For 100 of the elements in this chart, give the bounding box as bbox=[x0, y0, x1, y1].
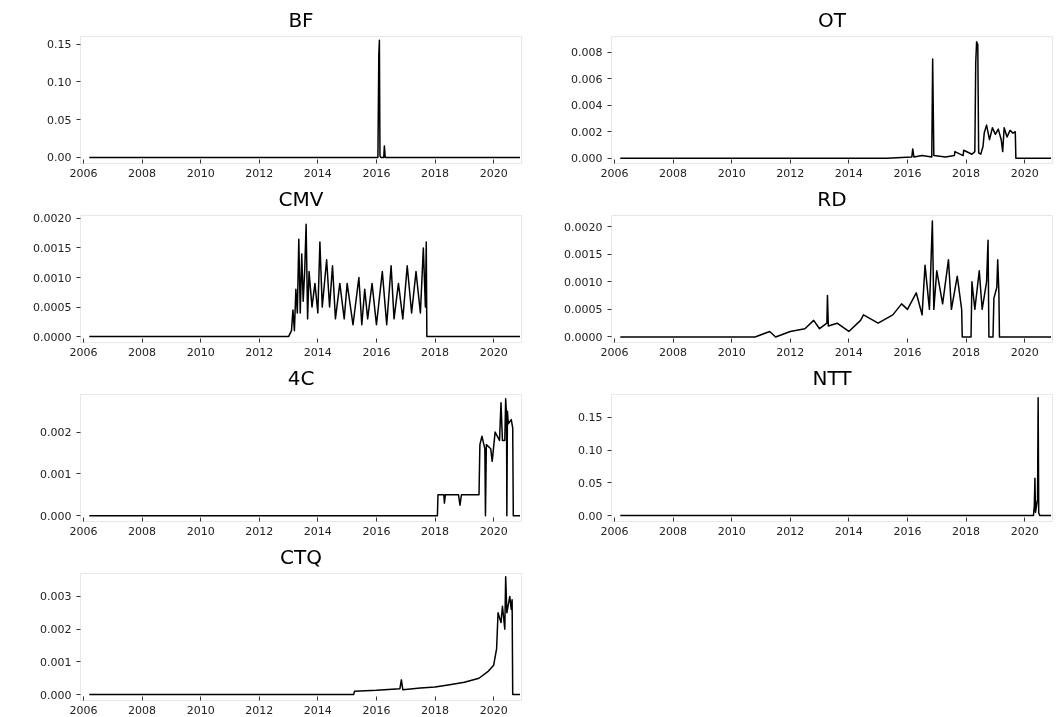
y-tick-label: 0.006 bbox=[571, 72, 603, 86]
x-tick-label: 2016 bbox=[893, 166, 922, 180]
y-tick-label: 0.002 bbox=[571, 125, 603, 139]
y-tick-label: 0.0010 bbox=[564, 275, 603, 289]
line-series bbox=[88, 576, 521, 696]
x-tick-label: 2006 bbox=[69, 703, 98, 717]
y-tick-label: 0.008 bbox=[571, 46, 603, 60]
x-tick-label: 2010 bbox=[186, 166, 215, 180]
x-tick-label: 2018 bbox=[421, 166, 450, 180]
line-series bbox=[619, 220, 1052, 338]
y-tick-label: 0.0005 bbox=[33, 301, 72, 315]
chart-title: CMV bbox=[278, 186, 324, 211]
line-series bbox=[88, 397, 521, 517]
y-tick-label: 0.0020 bbox=[564, 220, 603, 234]
x-tick-label: 2020 bbox=[479, 703, 508, 717]
x-tick-label: 2012 bbox=[776, 524, 805, 538]
x-tick-label: 2006 bbox=[69, 166, 98, 180]
y-tick-label: 0.000 bbox=[40, 509, 72, 523]
x-tick-label: 2010 bbox=[717, 345, 746, 359]
x-tick-label: 2014 bbox=[303, 345, 332, 359]
y-tick-label: 0.05 bbox=[578, 476, 603, 490]
x-tick-label: 2012 bbox=[245, 524, 274, 538]
y-tick-label: 0.0005 bbox=[564, 303, 603, 317]
x-tick-label: 2016 bbox=[362, 345, 391, 359]
y-tick-label: 0.000 bbox=[40, 688, 72, 702]
x-tick-label: 2006 bbox=[600, 524, 629, 538]
x-tick-label: 2006 bbox=[600, 166, 629, 180]
chart-title: NTT bbox=[812, 365, 853, 390]
line-series bbox=[88, 39, 521, 159]
x-tick-label: 2010 bbox=[186, 345, 215, 359]
x-tick-label: 2018 bbox=[952, 345, 981, 359]
chart-title: CTQ bbox=[280, 544, 322, 569]
x-tick-label: 2010 bbox=[717, 166, 746, 180]
y-tick-label: 0.05 bbox=[47, 113, 72, 127]
x-tick-label: 2020 bbox=[479, 524, 508, 538]
y-tick-label: 0.000 bbox=[571, 152, 603, 166]
x-tick-label: 2010 bbox=[717, 524, 746, 538]
x-tick-label: 2008 bbox=[128, 166, 157, 180]
x-tick-label: 2018 bbox=[952, 166, 981, 180]
x-tick-label: 2016 bbox=[362, 524, 391, 538]
x-tick-label: 2008 bbox=[128, 524, 157, 538]
y-tick-label: 0.001 bbox=[40, 655, 72, 669]
x-tick-label: 2006 bbox=[69, 345, 98, 359]
y-tick-label: 0.10 bbox=[578, 444, 603, 458]
x-tick-label: 2020 bbox=[1010, 166, 1039, 180]
line-series bbox=[619, 41, 1052, 159]
x-tick-label: 2006 bbox=[600, 345, 629, 359]
chart-title: RD bbox=[817, 186, 847, 211]
y-tick-label: 0.00 bbox=[578, 509, 603, 523]
x-tick-label: 2008 bbox=[659, 524, 688, 538]
y-tick-label: 0.003 bbox=[40, 590, 72, 604]
x-tick-label: 2016 bbox=[362, 703, 391, 717]
x-tick-label: 2016 bbox=[893, 345, 922, 359]
x-tick-label: 2016 bbox=[893, 524, 922, 538]
x-tick-label: 2008 bbox=[659, 166, 688, 180]
x-tick-label: 2018 bbox=[421, 703, 450, 717]
y-tick-label: 0.0000 bbox=[564, 330, 603, 344]
x-tick-label: 2018 bbox=[421, 345, 450, 359]
x-tick-label: 2014 bbox=[303, 703, 332, 717]
x-tick-label: 2014 bbox=[303, 166, 332, 180]
y-tick-label: 0.00 bbox=[47, 151, 72, 165]
x-tick-label: 2016 bbox=[362, 166, 391, 180]
x-tick-label: 2018 bbox=[421, 524, 450, 538]
x-tick-label: 2018 bbox=[952, 524, 981, 538]
x-tick-label: 2014 bbox=[834, 166, 863, 180]
line-series bbox=[88, 223, 521, 338]
x-tick-label: 2010 bbox=[186, 524, 215, 538]
x-tick-label: 2014 bbox=[834, 524, 863, 538]
y-tick-label: 0.0010 bbox=[33, 271, 72, 285]
x-tick-label: 2012 bbox=[245, 703, 274, 717]
x-tick-label: 2020 bbox=[479, 166, 508, 180]
x-tick-label: 2020 bbox=[479, 345, 508, 359]
x-tick-label: 2020 bbox=[1010, 524, 1039, 538]
y-tick-label: 0.001 bbox=[40, 467, 72, 481]
y-tick-label: 0.0015 bbox=[564, 248, 603, 262]
x-tick-label: 2008 bbox=[128, 703, 157, 717]
y-tick-label: 0.0000 bbox=[33, 330, 72, 344]
y-tick-label: 0.15 bbox=[47, 38, 72, 52]
x-tick-label: 2008 bbox=[128, 345, 157, 359]
x-tick-label: 2008 bbox=[659, 345, 688, 359]
y-tick-label: 0.0015 bbox=[33, 241, 72, 255]
chart-title: 4C bbox=[287, 365, 315, 390]
x-tick-label: 2014 bbox=[303, 524, 332, 538]
x-tick-label: 2012 bbox=[245, 166, 274, 180]
y-tick-label: 0.15 bbox=[578, 411, 603, 425]
x-tick-label: 2012 bbox=[776, 166, 805, 180]
x-tick-label: 2010 bbox=[186, 703, 215, 717]
y-tick-label: 0.004 bbox=[571, 99, 603, 113]
x-tick-label: 2014 bbox=[834, 345, 863, 359]
y-tick-label: 0.002 bbox=[40, 426, 72, 440]
x-tick-label: 2012 bbox=[776, 345, 805, 359]
line-series bbox=[619, 397, 1052, 517]
y-tick-label: 0.002 bbox=[40, 623, 72, 637]
x-tick-label: 2020 bbox=[1010, 345, 1039, 359]
x-tick-label: 2006 bbox=[69, 524, 98, 538]
chart-title: BF bbox=[288, 7, 314, 32]
chart-title: OT bbox=[818, 7, 847, 32]
y-tick-label: 0.10 bbox=[47, 75, 72, 89]
y-tick-label: 0.0020 bbox=[33, 212, 72, 226]
x-tick-label: 2012 bbox=[245, 345, 274, 359]
